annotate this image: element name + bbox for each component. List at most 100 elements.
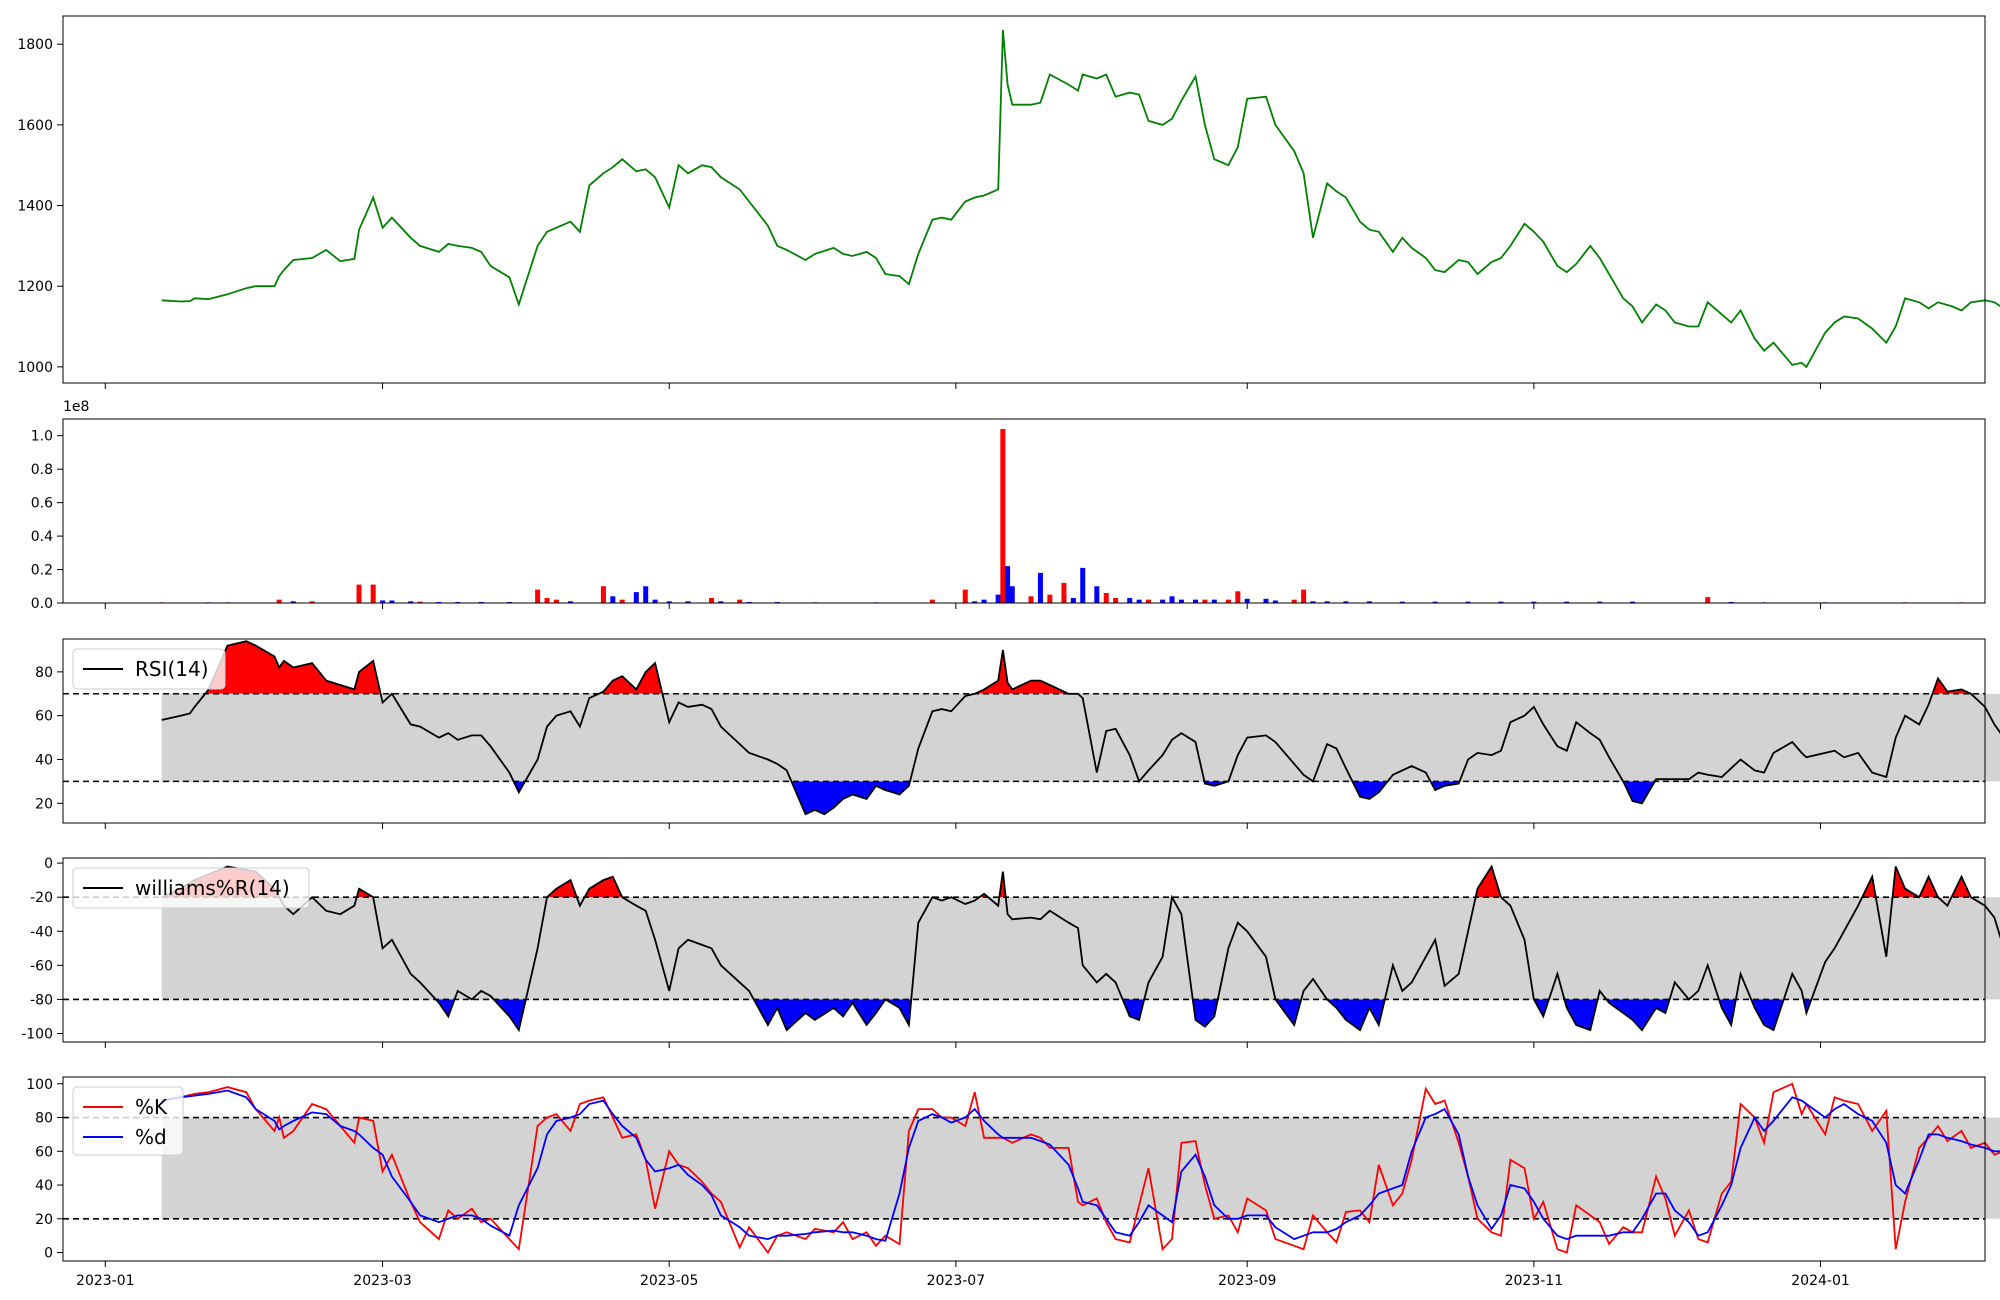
volume-bar — [380, 600, 386, 603]
y-tick-label: -100 — [21, 1026, 53, 1042]
x-tick-label: 2024-01 — [1791, 1273, 1850, 1289]
y-tick-label: -40 — [30, 924, 53, 940]
volume-bar — [553, 599, 559, 603]
volume-bar — [1235, 591, 1241, 603]
x-tick-label: 2023-01 — [76, 1273, 135, 1289]
volume-bar — [643, 586, 649, 603]
volume-bar — [1000, 429, 1006, 603]
y-tick-label: 60 — [35, 709, 53, 725]
volume-bar — [962, 589, 968, 603]
volume-bar — [417, 601, 423, 603]
volume-bar — [1301, 589, 1307, 603]
y-tick-label: 0.2 — [31, 563, 53, 579]
volume-bar — [1127, 597, 1133, 603]
y-tick-label: -80 — [30, 992, 53, 1008]
volume-bar — [1037, 572, 1043, 603]
y-tick-label: 40 — [35, 752, 53, 768]
volume-bar — [1465, 601, 1471, 603]
stochastic-band — [161, 1117, 2000, 1219]
volume-bar — [1705, 597, 1711, 603]
volume-bar — [652, 599, 658, 603]
williams-axes — [62, 857, 1986, 1043]
volume-bar — [600, 586, 606, 603]
volume-bar — [1113, 597, 1119, 603]
stochastic-d-line — [161, 1089, 2000, 1242]
price-line — [161, 30, 2000, 369]
volume-bar — [356, 584, 362, 603]
volume-bar — [1272, 600, 1278, 603]
volume-bar — [290, 601, 296, 603]
volume-bar — [276, 599, 282, 603]
volume-bar — [1146, 599, 1152, 603]
y-tick-label: 20 — [35, 1212, 53, 1228]
volume-bar — [1531, 601, 1537, 603]
volume-bar — [436, 601, 442, 603]
volume-bar — [1728, 601, 1734, 603]
volume-bar — [1399, 601, 1405, 603]
volume-bar — [1070, 597, 1076, 603]
volume-bar — [610, 596, 616, 603]
volume-bar — [1324, 601, 1330, 603]
volume-bar — [389, 600, 395, 603]
volume-bar — [408, 601, 414, 603]
rsi-overbought-fill — [205, 641, 1971, 694]
rsi-legend: RSI(14) — [72, 648, 226, 690]
volume-bar — [1178, 599, 1184, 603]
y-tick-label: 0 — [44, 1246, 53, 1262]
volume-bar — [506, 601, 512, 603]
volume-bar — [1160, 599, 1166, 603]
y-tick-label: 0.8 — [31, 462, 53, 478]
y-tick-label: 1200 — [17, 279, 53, 295]
legend-box — [72, 867, 310, 909]
rsi-band — [161, 693, 2000, 782]
y-tick-label: 1800 — [17, 37, 53, 53]
volume-axes — [62, 418, 1986, 604]
y-tick-label: 60 — [35, 1144, 53, 1160]
volume-bar — [619, 599, 625, 603]
y-tick-label: -20 — [30, 890, 53, 906]
volume-bar — [1047, 594, 1053, 603]
williams-overbought-fill — [161, 866, 1971, 898]
y-tick-label: 80 — [35, 1111, 53, 1127]
volume-bar — [929, 599, 935, 603]
x-tick-label: 2023-07 — [927, 1273, 986, 1289]
volume-bar — [309, 601, 315, 603]
volume-bar — [1432, 601, 1438, 603]
stochastic-legend: %K %d — [72, 1086, 184, 1156]
volume-bar — [1080, 567, 1086, 603]
volume-bar — [633, 592, 639, 603]
y-tick-label: 0.4 — [31, 529, 53, 545]
y-tick-label: 20 — [35, 796, 53, 812]
volume-bar — [1009, 586, 1015, 603]
legend-label: williams%R(14) — [135, 876, 290, 900]
williams-oversold-fill — [435, 999, 1812, 1031]
rsi-axes — [62, 638, 1986, 824]
volume-bar — [1310, 601, 1316, 603]
legend-label: %K — [135, 1095, 168, 1119]
volume-bar — [746, 601, 752, 603]
stochastic-axes — [62, 1076, 1986, 1262]
x-tick-label: 2023-09 — [1218, 1273, 1277, 1289]
volume-bar — [455, 601, 461, 603]
volume-bar — [995, 594, 1001, 603]
y-tick-label: 1000 — [17, 360, 53, 376]
legend-label: %d — [135, 1125, 167, 1149]
y-tick-label: 0.0 — [31, 596, 53, 612]
volume-bar — [568, 601, 574, 603]
y-tick-label: 0 — [44, 856, 53, 872]
volume-bar — [708, 597, 714, 603]
y-tick-label: 0.6 — [31, 496, 53, 512]
volume-bar — [1136, 599, 1142, 603]
volume-bar — [1028, 596, 1034, 603]
volume-bar — [1211, 599, 1217, 603]
volume-bar — [1005, 566, 1011, 603]
volume-bar — [1630, 601, 1636, 603]
legend-box — [72, 648, 226, 690]
price-axes — [62, 15, 1986, 384]
volume-bar — [1366, 601, 1372, 603]
volume-bar — [1202, 599, 1208, 603]
y-tick-label: 80 — [35, 665, 53, 681]
x-tick-label: 2023-11 — [1505, 1273, 1564, 1289]
volume-offset-label: 1e8 — [63, 399, 89, 415]
